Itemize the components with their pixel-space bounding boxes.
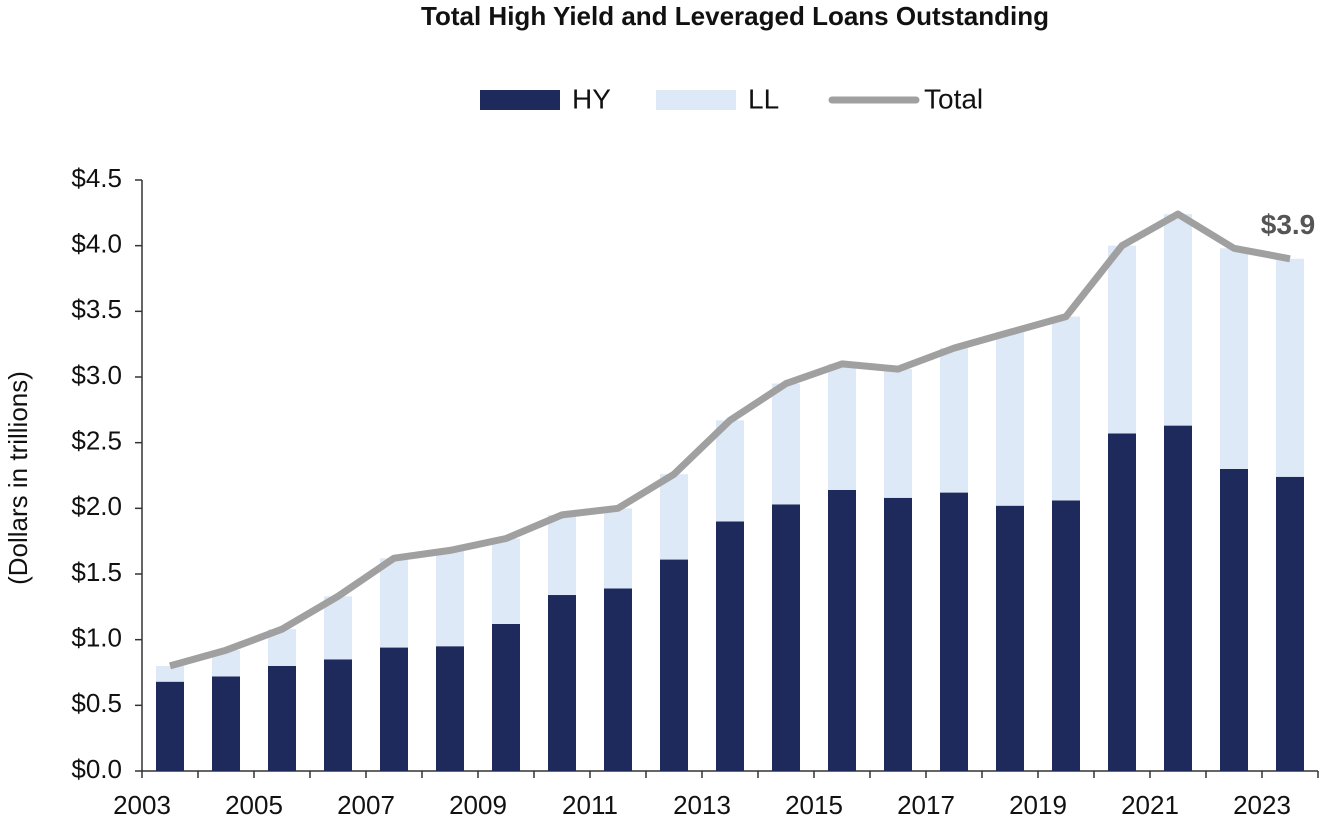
bar-segment: [436, 646, 464, 771]
bar-segment: [1164, 425, 1192, 771]
bar-segment: [212, 676, 240, 771]
bar-segment: [884, 497, 912, 771]
bar-segment: [492, 623, 520, 771]
y-tick-label: $1.5: [71, 557, 122, 587]
bar-segment: [828, 489, 856, 771]
x-tick-label: 2017: [897, 790, 955, 820]
bar-segment: [716, 521, 744, 771]
x-tick-label: 2005: [225, 790, 283, 820]
bar-segment: [548, 595, 576, 771]
bar-segment: [996, 505, 1024, 771]
y-tick-label: $2.0: [71, 491, 122, 521]
bar-segment: [380, 647, 408, 771]
bar-segment: [660, 559, 688, 771]
bar-segment: [604, 588, 632, 771]
x-tick-label: 2023: [1233, 790, 1291, 820]
bar-segment: [1108, 433, 1136, 771]
y-axis-label: (Dollars in trillions): [3, 371, 33, 585]
y-tick-label: $1.0: [71, 623, 122, 653]
bar-segment: [1108, 245, 1136, 434]
bar-segment: [884, 369, 912, 498]
y-tick-label: $4.0: [71, 229, 122, 259]
bar-segment: [548, 514, 576, 596]
bar-segment: [380, 558, 408, 648]
bar-segment: [604, 508, 632, 589]
bar-segment: [660, 474, 688, 560]
bar-segment: [1276, 476, 1304, 771]
chart-title: Total High Yield and Leveraged Loans Out…: [421, 1, 1049, 31]
bar-segment: [1164, 214, 1192, 426]
x-tick-label: 2003: [113, 790, 171, 820]
x-tick-label: 2011: [562, 790, 618, 820]
bar-segment: [156, 681, 184, 771]
legend-swatch: [480, 90, 560, 110]
legend-label: HY: [572, 83, 611, 114]
y-tick-label: $0.5: [71, 688, 122, 718]
bar-segment: [996, 332, 1024, 506]
bar-segment: [828, 363, 856, 490]
y-tick-label: $2.5: [71, 426, 122, 456]
value-label: $3.9: [1261, 209, 1316, 240]
legend-swatch: [656, 90, 736, 110]
x-tick-label: 2015: [785, 790, 843, 820]
bar-segment: [492, 538, 520, 624]
legend-label: Total: [924, 83, 983, 114]
bar-segment: [268, 665, 296, 771]
bar-segment: [1220, 248, 1248, 469]
x-tick-label: 2021: [1121, 790, 1179, 820]
bar-segment: [324, 596, 352, 660]
y-tick-label: $4.5: [71, 163, 122, 193]
bar-segment: [1052, 500, 1080, 771]
x-tick-label: 2007: [337, 790, 395, 820]
y-tick-label: $3.5: [71, 294, 122, 324]
bar-segment: [716, 420, 744, 522]
y-tick-label: $3.0: [71, 360, 122, 390]
bar-segment: [940, 492, 968, 771]
bar-segment: [1276, 258, 1304, 477]
bar-segment: [772, 504, 800, 771]
x-tick-label: 2009: [449, 790, 507, 820]
bar-segment: [1220, 468, 1248, 771]
bar-segment: [436, 550, 464, 647]
bar-segment: [1052, 316, 1080, 501]
bar-segment: [940, 348, 968, 493]
bar-segment: [324, 659, 352, 771]
y-tick-label: $0.0: [71, 754, 122, 784]
x-tick-label: 2019: [1009, 790, 1067, 820]
total-line: [169, 210, 1291, 670]
x-tick-label: 2013: [673, 790, 731, 820]
bar-segment: [772, 383, 800, 505]
bar-segment: [156, 665, 184, 682]
legend-label: LL: [748, 83, 779, 114]
